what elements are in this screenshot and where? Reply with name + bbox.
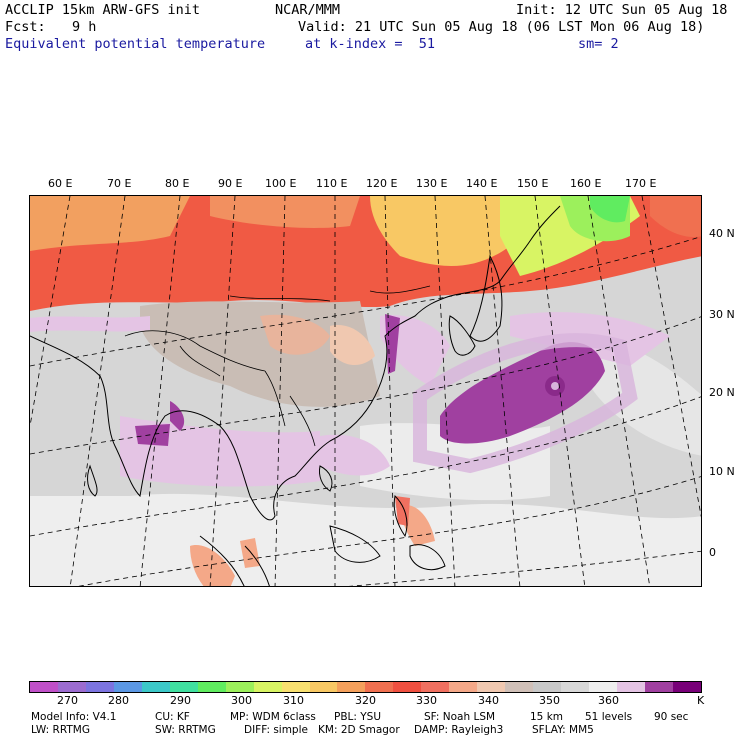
footer-item: DAMP: Rayleigh3 bbox=[414, 724, 504, 736]
organization-label: NCAR/MMM bbox=[275, 2, 341, 18]
model-title: ACCLIP 15km ARW-GFS init bbox=[5, 2, 201, 18]
colorbar-swatch bbox=[365, 682, 394, 692]
footer-item: SFLAY: MM5 bbox=[532, 724, 594, 736]
smoothing-label: sm= 2 bbox=[578, 36, 619, 52]
colorbar-tick: 310 bbox=[283, 694, 304, 707]
colorbar-tick: 350 bbox=[539, 694, 560, 707]
typhoon-core bbox=[440, 342, 605, 444]
footer-item: SW: RRTMG bbox=[155, 724, 216, 736]
colorbar-swatch bbox=[309, 682, 338, 692]
footer-item: LW: RRTMG bbox=[31, 724, 90, 736]
colorbar-swatch bbox=[281, 682, 310, 692]
init-time: Init: 12 UTC Sun 05 Aug 18 bbox=[516, 2, 728, 18]
colorbar-swatch bbox=[505, 682, 534, 692]
colorbar-swatch bbox=[477, 682, 506, 692]
colorbar-swatch bbox=[533, 682, 562, 692]
footer-item: SF: Noah LSM bbox=[424, 711, 496, 723]
colorbar-swatch bbox=[421, 682, 450, 692]
map-panel bbox=[29, 195, 702, 587]
level-index: at k-index = 51 bbox=[305, 36, 436, 52]
colorbar-tick: 290 bbox=[170, 694, 191, 707]
colorbar-tick: 300 bbox=[231, 694, 252, 707]
lon-label: 140 E bbox=[466, 177, 498, 190]
colorbar-tick: 330 bbox=[416, 694, 437, 707]
footer-item: PBL: YSU bbox=[334, 711, 382, 723]
footer-item: 15 km bbox=[530, 711, 564, 723]
field-name: Equivalent potential temperature bbox=[5, 36, 266, 52]
colorbar-tick: 340 bbox=[478, 694, 499, 707]
colorbar-swatch bbox=[393, 682, 422, 692]
colorbar-swatch bbox=[169, 682, 198, 692]
footer-item: DIFF: simple bbox=[244, 724, 308, 736]
footer-item: Model Info: V4.1 bbox=[31, 711, 117, 723]
graticule bbox=[30, 196, 701, 586]
lat-label: 10 N bbox=[709, 465, 735, 478]
colorbar-swatch bbox=[589, 682, 618, 692]
colorbar-swatch bbox=[617, 682, 645, 692]
colorbar-swatch bbox=[561, 682, 590, 692]
lon-label: 120 E bbox=[366, 177, 398, 190]
footer-item: MP: WDM 6class bbox=[230, 711, 316, 723]
footer-item: 90 sec bbox=[654, 711, 689, 723]
colorbar-swatch bbox=[57, 682, 86, 692]
footer-item: KM: 2D Smagor bbox=[318, 724, 400, 736]
colorbar-swatch bbox=[141, 682, 170, 692]
footer-item: CU: KF bbox=[155, 711, 190, 723]
lon-label: 130 E bbox=[416, 177, 448, 190]
borders bbox=[124, 285, 431, 447]
lon-label: 110 E bbox=[316, 177, 348, 190]
valid-time: Valid: 21 UTC Sun 05 Aug 18 (06 LST Mon … bbox=[298, 19, 705, 35]
colorbar-swatch bbox=[197, 682, 226, 692]
theta-e-map bbox=[30, 196, 701, 586]
colorbar-swatch bbox=[113, 682, 142, 692]
colorbar-swatch bbox=[672, 682, 701, 692]
lon-label: 70 E bbox=[107, 177, 132, 190]
lon-label: 80 E bbox=[165, 177, 190, 190]
lon-label: 150 E bbox=[517, 177, 549, 190]
lat-label: 20 N bbox=[709, 386, 735, 399]
lon-label: 160 E bbox=[570, 177, 602, 190]
colorbar-tick: 270 bbox=[57, 694, 78, 707]
forecast-hour: 9 h bbox=[72, 19, 97, 35]
lat-label: 30 N bbox=[709, 308, 735, 321]
colorbar-tick: 320 bbox=[355, 694, 376, 707]
lon-label: 90 E bbox=[218, 177, 243, 190]
lon-label: 60 E bbox=[48, 177, 73, 190]
lon-label: 100 E bbox=[265, 177, 297, 190]
colorbar bbox=[29, 681, 702, 693]
colorbar-swatch bbox=[85, 682, 114, 692]
colorbar-swatch bbox=[644, 682, 673, 692]
lat-label: 0 bbox=[709, 546, 716, 559]
colorbar-swatch bbox=[253, 682, 282, 692]
colorbar-tick: 280 bbox=[108, 694, 129, 707]
colorbar-swatch bbox=[449, 682, 478, 692]
colorbar-swatch bbox=[337, 682, 366, 692]
lat-label: 40 N bbox=[709, 227, 735, 240]
colorbar-swatch bbox=[225, 682, 254, 692]
colorbar-tick: 360 bbox=[598, 694, 619, 707]
lon-label: 170 E bbox=[625, 177, 657, 190]
forecast-label: Fcst: bbox=[5, 19, 46, 35]
colorbar-unit: K bbox=[697, 694, 705, 707]
colorbar-swatch bbox=[30, 682, 58, 692]
coastlines bbox=[30, 205, 561, 586]
footer-item: 51 levels bbox=[585, 711, 633, 723]
